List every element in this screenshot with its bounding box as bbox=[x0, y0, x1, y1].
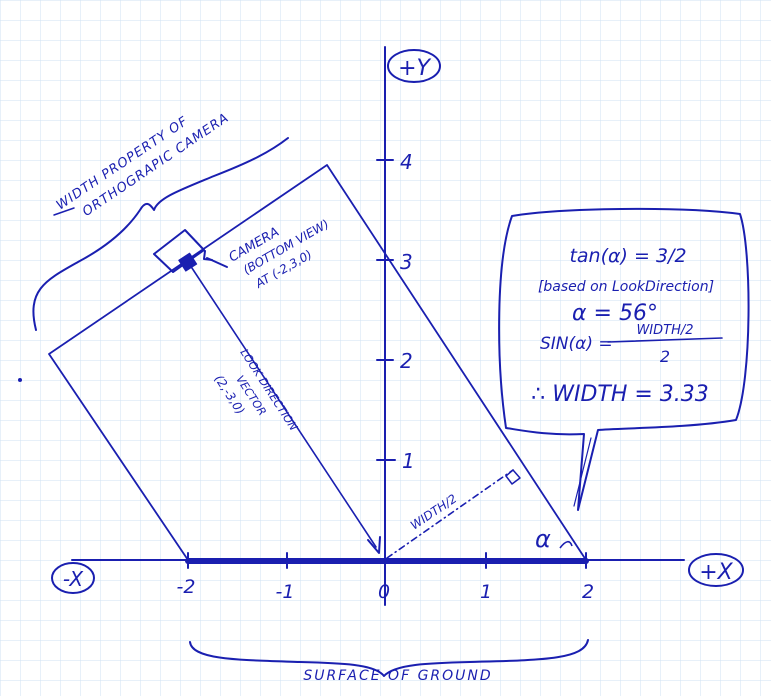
stray-dot bbox=[18, 378, 22, 382]
camera-lens bbox=[178, 252, 198, 272]
pos-y-label: +Y bbox=[398, 56, 431, 81]
angle-alpha-label: α bbox=[535, 525, 551, 553]
note-bubble-tail-inner bbox=[573, 437, 592, 507]
neg-x-label: -X bbox=[63, 567, 85, 591]
surface-label: SURFACE OF GROUND bbox=[303, 668, 492, 684]
camera-body bbox=[153, 229, 205, 273]
angle-arc bbox=[559, 540, 573, 549]
x-tick-label: -1 bbox=[276, 581, 295, 603]
note-bubble bbox=[498, 207, 750, 511]
note-tan-line: tan(α) = 3/2 bbox=[569, 245, 686, 267]
right-angle-marker bbox=[505, 469, 521, 485]
x-tick-label: -2 bbox=[177, 576, 196, 598]
pos-x-label: +X bbox=[699, 560, 733, 585]
note-sin-denominator: 2 bbox=[660, 347, 670, 366]
look-direction-arrow bbox=[187, 261, 377, 548]
note-sin-left: SIN(α) = bbox=[540, 334, 613, 354]
y-tick-label: 1 bbox=[402, 449, 415, 473]
camera-callout-arrowhead bbox=[203, 250, 213, 261]
width-brace bbox=[32, 137, 289, 331]
neg-x-oval bbox=[51, 562, 95, 594]
note-sin-numerator: WIDTH/2 bbox=[636, 323, 693, 338]
camera-view-volume bbox=[48, 164, 587, 561]
pos-x-oval bbox=[688, 553, 744, 587]
x-tick-label: 0 bbox=[378, 581, 390, 603]
note-width-result: ∴ WIDTH = 3.33 bbox=[531, 382, 709, 407]
sin-fraction-bar bbox=[607, 337, 723, 343]
y-tick-label: 2 bbox=[400, 349, 413, 373]
x-tick-label: 1 bbox=[480, 581, 492, 603]
x-tick-label: 2 bbox=[582, 581, 594, 603]
y-tick-label: 4 bbox=[400, 150, 413, 174]
y-tick-label: 3 bbox=[400, 250, 413, 274]
note-alpha-line: α = 56° bbox=[572, 301, 658, 326]
half-width-line bbox=[386, 469, 514, 559]
look-direction-arrowhead bbox=[367, 536, 381, 554]
width-underline bbox=[53, 207, 75, 216]
ground-brace bbox=[189, 639, 589, 677]
note-based-on-line: [based on LookDirection] bbox=[538, 279, 714, 295]
pos-y-oval bbox=[387, 49, 441, 83]
